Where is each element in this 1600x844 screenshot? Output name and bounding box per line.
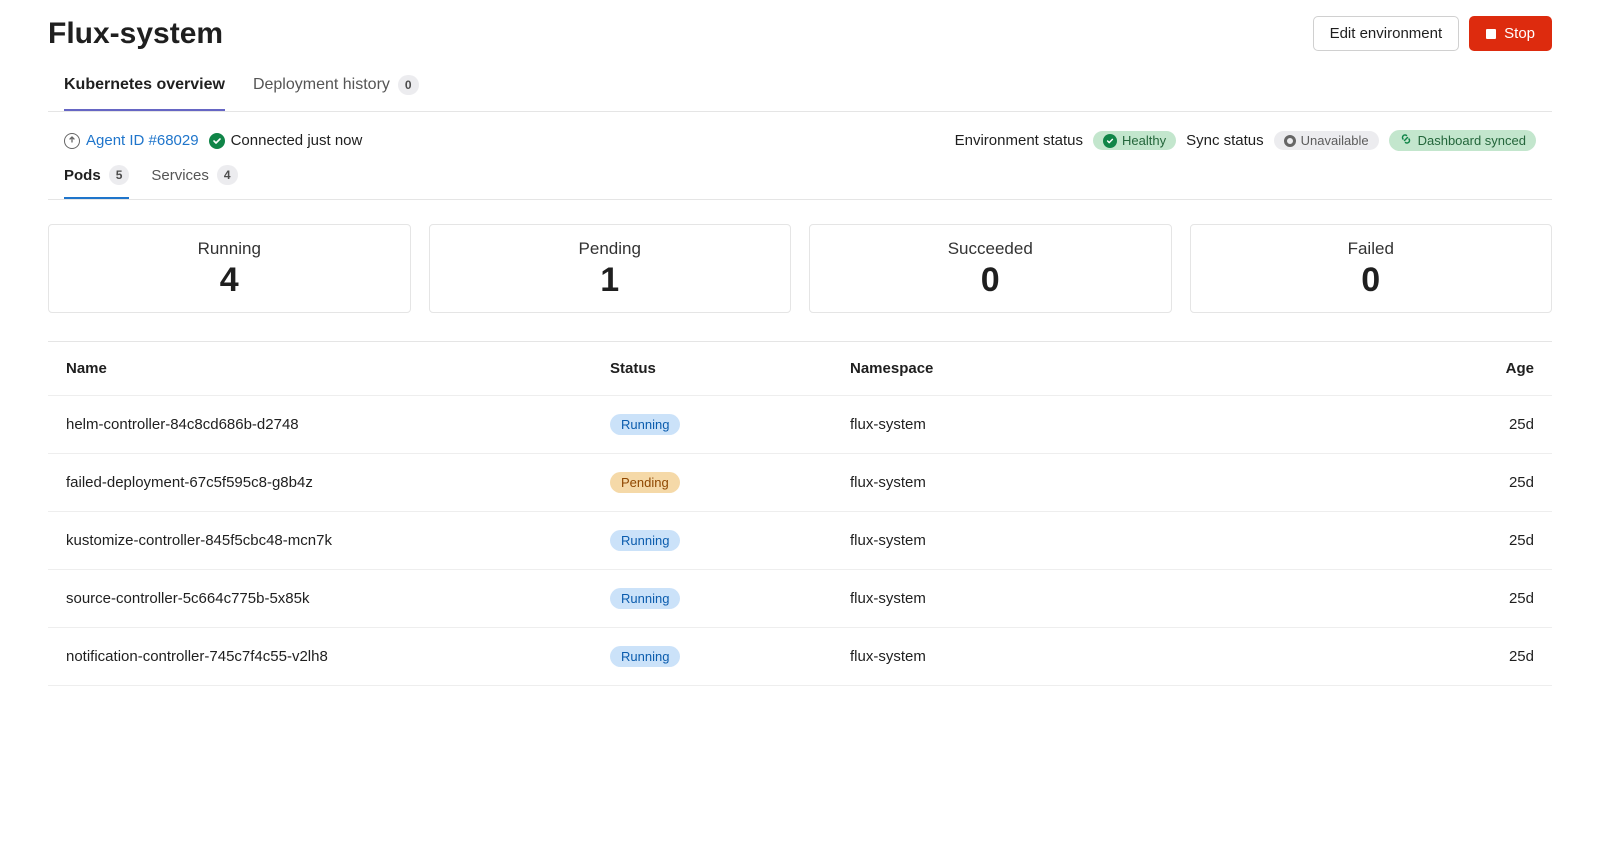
- check-circle-icon: [1103, 134, 1117, 148]
- cell-status: Pending: [610, 472, 850, 493]
- stop-icon: [1486, 29, 1496, 39]
- sub-tab-label: Pods: [64, 167, 101, 184]
- dashboard-synced-text: Dashboard synced: [1418, 133, 1526, 148]
- card-label: Running: [49, 239, 410, 259]
- table-row[interactable]: helm-controller-84c8cd686b-d2748Running f…: [48, 396, 1552, 454]
- cell-age: 25d: [1394, 590, 1534, 607]
- card-value: 0: [1191, 261, 1552, 300]
- col-header-namespace: Namespace: [850, 360, 1394, 377]
- status-left: Agent ID #68029 Connected just now: [64, 132, 362, 149]
- env-status-label: Environment status: [955, 132, 1083, 149]
- card-value: 0: [810, 261, 1171, 300]
- sub-tabs: Pods 5 Services 4: [48, 165, 1552, 200]
- check-circle-icon: [209, 133, 225, 149]
- connected-text: Connected just now: [231, 132, 363, 149]
- sub-tab-services[interactable]: Services 4: [151, 165, 237, 199]
- col-header-status: Status: [610, 360, 850, 377]
- table-row[interactable]: kustomize-controller-845f5cbc48-mcn7kRun…: [48, 512, 1552, 570]
- sub-tab-label: Services: [151, 167, 209, 184]
- table-row[interactable]: source-controller-5c664c775b-5x85kRunnin…: [48, 570, 1552, 628]
- card-value: 1: [430, 261, 791, 300]
- sync-status-label: Sync status: [1186, 132, 1264, 149]
- agent-icon: [64, 133, 80, 149]
- sync-unavailable-text: Unavailable: [1301, 133, 1369, 148]
- dashboard-synced-pill: Dashboard synced: [1389, 130, 1536, 151]
- status-badge: Running: [610, 414, 680, 435]
- card-label: Succeeded: [810, 239, 1171, 259]
- card-pending: Pending 1: [429, 224, 792, 313]
- sync-unavailable-pill: Unavailable: [1274, 131, 1379, 150]
- cell-name: source-controller-5c664c775b-5x85k: [66, 590, 610, 607]
- tab-label: Kubernetes overview: [64, 76, 225, 94]
- card-running: Running 4: [48, 224, 411, 313]
- cell-name: helm-controller-84c8cd686b-d2748: [66, 416, 610, 433]
- stop-button[interactable]: Stop: [1469, 16, 1552, 51]
- card-succeeded: Succeeded 0: [809, 224, 1172, 313]
- col-header-name: Name: [66, 360, 610, 377]
- cell-name: failed-deployment-67c5f595c8-g8b4z: [66, 474, 610, 491]
- main-tabs: Kubernetes overview Deployment history 0: [48, 75, 1552, 112]
- agent-id-text: Agent ID #68029: [86, 132, 199, 149]
- header-actions: Edit environment Stop: [1313, 16, 1552, 51]
- cell-age: 25d: [1394, 416, 1534, 433]
- env-status-value: Healthy: [1122, 133, 1166, 148]
- link-icon: [1399, 132, 1413, 149]
- cell-name: notification-controller-745c7f4c55-v2lh8: [66, 648, 610, 665]
- cell-age: 25d: [1394, 648, 1534, 665]
- tab-kubernetes-overview[interactable]: Kubernetes overview: [64, 75, 225, 111]
- table-row[interactable]: notification-controller-745c7f4c55-v2lh8…: [48, 628, 1552, 686]
- summary-cards: Running 4 Pending 1 Succeeded 0 Failed 0: [48, 224, 1552, 341]
- stop-button-label: Stop: [1504, 25, 1535, 42]
- tab-label: Deployment history: [253, 76, 390, 94]
- cell-status: Running: [610, 588, 850, 609]
- cell-status: Running: [610, 646, 850, 667]
- card-label: Failed: [1191, 239, 1552, 259]
- ring-icon: [1284, 135, 1296, 147]
- card-label: Pending: [430, 239, 791, 259]
- page-title: Flux-system: [48, 17, 223, 51]
- connected-status: Connected just now: [209, 132, 363, 149]
- cell-status: Running: [610, 414, 850, 435]
- sub-tab-count: 5: [109, 165, 130, 185]
- sub-tab-count: 4: [217, 165, 238, 185]
- tab-count: 0: [398, 75, 419, 95]
- pods-table: Name Status Namespace Age helm-controlle…: [48, 341, 1552, 686]
- tab-deployment-history[interactable]: Deployment history 0: [253, 75, 419, 111]
- table-header: Name Status Namespace Age: [48, 342, 1552, 396]
- status-right: Environment status Healthy Sync status U…: [955, 130, 1536, 151]
- edit-environment-button[interactable]: Edit environment: [1313, 16, 1460, 51]
- cell-age: 25d: [1394, 532, 1534, 549]
- card-value: 4: [49, 261, 410, 300]
- table-row[interactable]: failed-deployment-67c5f595c8-g8b4zPendin…: [48, 454, 1552, 512]
- cell-namespace: flux-system: [850, 590, 1394, 607]
- card-failed: Failed 0: [1190, 224, 1553, 313]
- cell-namespace: flux-system: [850, 474, 1394, 491]
- col-header-age: Age: [1394, 360, 1534, 377]
- cell-namespace: flux-system: [850, 648, 1394, 665]
- cell-age: 25d: [1394, 474, 1534, 491]
- cell-status: Running: [610, 530, 850, 551]
- cell-namespace: flux-system: [850, 532, 1394, 549]
- status-badge: Running: [610, 646, 680, 667]
- cell-name: kustomize-controller-845f5cbc48-mcn7k: [66, 532, 610, 549]
- cell-namespace: flux-system: [850, 416, 1394, 433]
- status-badge: Running: [610, 588, 680, 609]
- status-badge: Pending: [610, 472, 680, 493]
- agent-id-link[interactable]: Agent ID #68029: [64, 132, 199, 149]
- sub-tab-pods[interactable]: Pods 5: [64, 165, 129, 199]
- status-badge: Running: [610, 530, 680, 551]
- env-status-pill: Healthy: [1093, 131, 1176, 150]
